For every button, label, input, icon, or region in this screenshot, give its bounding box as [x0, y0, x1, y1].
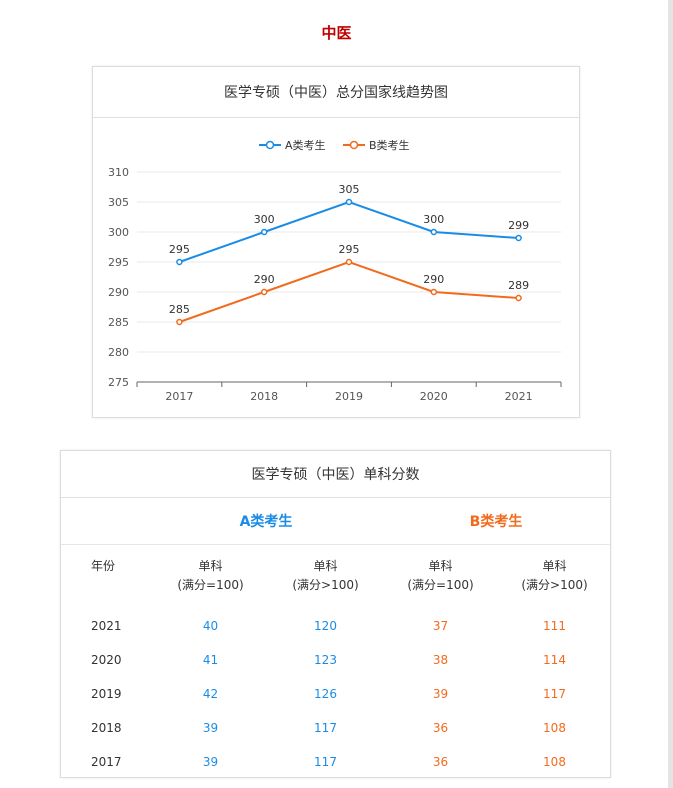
- y-tick-label: 305: [108, 196, 129, 209]
- legend-label-1: A类考生: [285, 138, 326, 152]
- column-header-a-over100: 单科 (满分>100): [292, 559, 359, 592]
- year-cell: 2020: [91, 653, 122, 667]
- a-score-100-cell: 39: [202, 755, 219, 769]
- column-header-b-over100: 单科 (满分>100): [521, 559, 588, 592]
- year-cell: 2017: [91, 755, 122, 769]
- column-header-a-100: 单科 (满分=100): [177, 559, 244, 592]
- b-score-over100-cell: 114: [543, 653, 566, 667]
- year-column-header: 年份: [91, 559, 116, 573]
- series-2-point: [430, 288, 438, 296]
- b-score-over100-cell: 117: [543, 687, 566, 701]
- a-score-over100-cell: 117: [314, 721, 337, 735]
- b-score-100-cell: 36: [432, 755, 449, 769]
- y-tick-label: 290: [108, 286, 129, 299]
- table-row: 2018 39 117 36 108: [61, 711, 611, 745]
- table-title: 医学专硕（中医）单科分数: [61, 451, 610, 498]
- group-b-label: B类考生: [469, 514, 523, 530]
- series-1-point: [260, 228, 268, 236]
- legend-marker-1: [265, 140, 275, 150]
- series-1-data-label: 300: [423, 213, 444, 226]
- legend-label-2: B类考生: [369, 138, 410, 152]
- a-score-100-cell: 40: [202, 619, 219, 633]
- y-tick-label: 280: [108, 346, 129, 359]
- group-a-label: A类考生: [239, 514, 293, 530]
- b-score-over100-cell: 108: [543, 721, 566, 735]
- series-1-point: [515, 234, 522, 242]
- series-2-data-label: 289: [508, 279, 529, 292]
- x-tick-label: 2021: [505, 390, 533, 403]
- series-2-data-label: 290: [254, 273, 275, 286]
- legend-marker-2: [349, 140, 359, 150]
- series-1-point: [176, 258, 183, 266]
- series-1-data-label: 295: [169, 243, 190, 256]
- a-score-100-cell: 41: [202, 653, 219, 667]
- x-tick-label: 2018: [250, 390, 278, 403]
- series-2-point: [176, 318, 183, 326]
- series-2-point: [515, 294, 522, 302]
- b-score-100-cell: 39: [432, 687, 449, 701]
- page-scrollbar[interactable]: [668, 0, 673, 788]
- x-tick-label: 2020: [420, 390, 448, 403]
- series-2-data-label: 285: [169, 303, 190, 316]
- a-score-over100-cell: 123: [314, 653, 337, 667]
- line-chart: 275 280 285 290 295 300 305 310 2017 2018 2019 2020…: [108, 138, 562, 403]
- series-2-point: [345, 258, 353, 266]
- year-cell: 2018: [91, 721, 122, 735]
- series-1-data-label: 299: [508, 219, 529, 232]
- a-score-over100-cell: 120: [314, 619, 337, 633]
- series-2-data-label: 290: [423, 273, 444, 286]
- chart-title: 医学专硕（中医）总分国家线趋势图: [93, 67, 579, 118]
- group-header-row: A类考生 B类考生: [61, 498, 610, 545]
- column-header-b-100: 单科 (满分=100): [407, 559, 474, 592]
- x-tick-label: 2019: [335, 390, 363, 403]
- series-1-data-label: 300: [254, 213, 275, 226]
- series-1-point: [430, 228, 438, 236]
- a-score-100-cell: 42: [202, 687, 219, 701]
- table-row: 2021 40 120 37 111: [61, 609, 611, 643]
- b-score-100-cell: 38: [432, 653, 449, 667]
- trend-chart-card: 医学专硕（中医）总分国家线趋势图 275 280 285 290 295 300 305 31…: [92, 66, 580, 418]
- x-tick-label: 2017: [165, 390, 193, 403]
- b-score-over100-cell: 108: [543, 755, 566, 769]
- table-row: 2020 41 123 38 114: [61, 643, 611, 677]
- table-header-row: 年份 单科 (满分=100) 单科 (满分>100) 单科 (满分=100) 单科 (满…: [61, 549, 611, 609]
- a-score-over100-cell: 126: [314, 687, 337, 701]
- series-1-point: [345, 198, 353, 206]
- scores-table: 年份 单科 (满分=100) 单科 (满分>100) 单科 (满分=100) 单科 (满…: [61, 549, 611, 779]
- b-score-100-cell: 36: [432, 721, 449, 735]
- table-row: 2017 39 117 36 108: [61, 745, 611, 779]
- a-score-100-cell: 39: [202, 721, 219, 735]
- y-tick-label: 300: [108, 226, 129, 239]
- series-2-data-label: 295: [339, 243, 360, 256]
- series-1-data-label: 305: [339, 183, 360, 196]
- page-title: 中医: [321, 24, 352, 42]
- y-tick-label: 275: [108, 376, 129, 389]
- table-row: 2019 42 126 39 117: [61, 677, 611, 711]
- year-cell: 2019: [91, 687, 122, 701]
- b-score-100-cell: 37: [432, 619, 449, 633]
- b-score-over100-cell: 111: [543, 619, 566, 633]
- a-score-over100-cell: 117: [314, 755, 337, 769]
- y-tick-label: 295: [108, 256, 129, 269]
- series-2-point: [260, 288, 268, 296]
- y-tick-label: 310: [108, 166, 129, 179]
- year-cell: 2021: [91, 619, 122, 633]
- y-tick-label: 285: [108, 316, 129, 329]
- scores-table-card: 医学专硕（中医）单科分数 A类考生 B类考生 年份 单科 (满分=100) 单科(…: [60, 450, 611, 778]
